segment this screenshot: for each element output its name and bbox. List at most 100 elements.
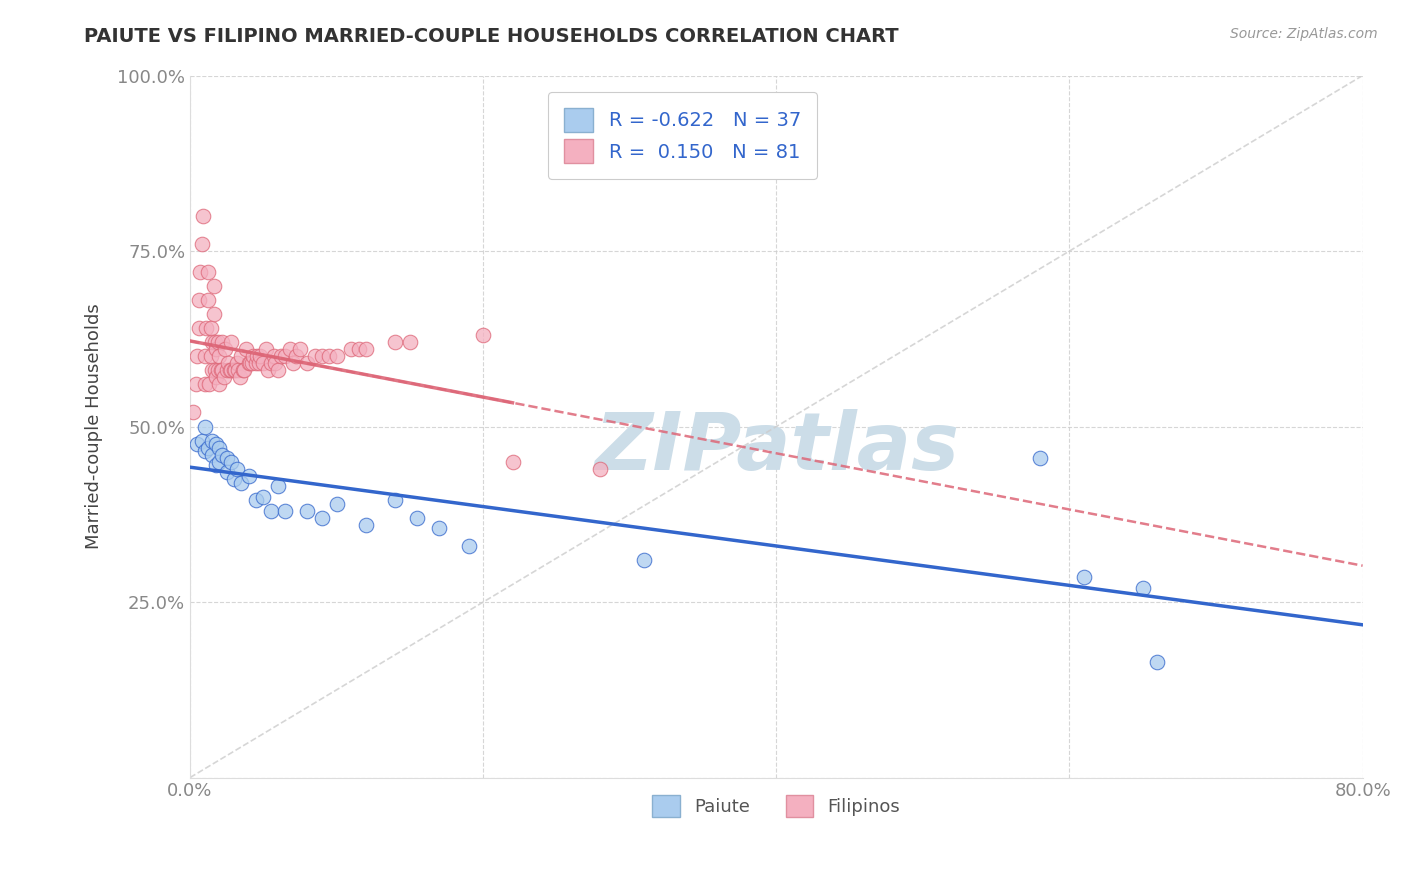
Point: [304, 349, 326, 363]
Point: [219, 455, 242, 469]
Point: [194, 444, 217, 458]
Point: [208, 455, 231, 469]
Point: [1132, 581, 1154, 595]
Point: [589, 461, 612, 475]
Point: [633, 553, 655, 567]
Point: [267, 479, 290, 493]
Point: [193, 209, 215, 223]
Point: [214, 343, 236, 357]
Point: [215, 363, 238, 377]
Point: [246, 349, 269, 363]
Point: [187, 293, 209, 308]
Point: [238, 356, 260, 370]
Point: [278, 343, 301, 357]
Point: [194, 419, 217, 434]
Point: [252, 356, 274, 370]
Point: [354, 343, 377, 357]
Point: [215, 451, 238, 466]
Point: [224, 363, 246, 377]
Point: [205, 343, 228, 357]
Point: [288, 343, 311, 357]
Point: [211, 363, 233, 377]
Point: [197, 265, 219, 279]
Point: [242, 349, 264, 363]
Point: [457, 539, 479, 553]
Point: [297, 504, 319, 518]
Point: [215, 465, 238, 479]
Point: [222, 472, 245, 486]
Point: [256, 363, 278, 377]
Point: [201, 363, 224, 377]
Point: [205, 437, 228, 451]
Point: [187, 321, 209, 335]
Point: [200, 349, 222, 363]
Point: [238, 468, 260, 483]
Point: [186, 349, 208, 363]
Point: [384, 335, 406, 350]
Point: [181, 405, 204, 419]
Point: [222, 363, 245, 377]
Point: [226, 461, 249, 475]
Point: [211, 448, 233, 462]
Point: [384, 493, 406, 508]
Text: Source: ZipAtlas.com: Source: ZipAtlas.com: [1230, 27, 1378, 41]
Point: [194, 377, 217, 392]
Point: [209, 363, 232, 377]
Point: [245, 356, 267, 370]
Point: [1073, 570, 1095, 584]
Point: [249, 349, 271, 363]
Point: [247, 356, 270, 370]
Point: [231, 475, 253, 490]
Point: [197, 293, 219, 308]
Point: [406, 510, 429, 524]
Point: [252, 490, 274, 504]
Legend: Paiute, Filipinos: Paiute, Filipinos: [645, 789, 907, 825]
Point: [399, 335, 422, 350]
Point: [284, 349, 307, 363]
Point: [245, 493, 267, 508]
Point: [208, 349, 231, 363]
Point: [208, 377, 231, 392]
Point: [212, 370, 235, 384]
Point: [1146, 655, 1168, 669]
Point: [208, 441, 231, 455]
Point: [427, 521, 450, 535]
Point: [201, 448, 224, 462]
Point: [311, 349, 333, 363]
Point: [202, 279, 225, 293]
Point: [239, 356, 262, 370]
Point: [260, 356, 283, 370]
Point: [318, 349, 340, 363]
Point: [200, 321, 222, 335]
Point: [217, 356, 239, 370]
Point: [188, 265, 211, 279]
Point: [263, 349, 285, 363]
Point: [198, 377, 221, 392]
Point: [274, 349, 297, 363]
Text: PAIUTE VS FILIPINO MARRIED-COUPLE HOUSEHOLDS CORRELATION CHART: PAIUTE VS FILIPINO MARRIED-COUPLE HOUSEH…: [84, 27, 898, 45]
Point: [354, 517, 377, 532]
Point: [297, 356, 319, 370]
Point: [267, 363, 290, 377]
Point: [264, 356, 287, 370]
Point: [235, 343, 257, 357]
Point: [204, 335, 226, 350]
Point: [232, 363, 254, 377]
Point: [502, 455, 524, 469]
Point: [197, 441, 219, 455]
Point: [219, 363, 242, 377]
Point: [207, 363, 229, 377]
Point: [201, 434, 224, 448]
Point: [231, 349, 253, 363]
Point: [325, 497, 347, 511]
Point: [202, 307, 225, 321]
Point: [205, 370, 228, 384]
Point: [281, 356, 304, 370]
Point: [184, 377, 207, 392]
Point: [186, 437, 208, 451]
Point: [233, 363, 256, 377]
Point: [229, 370, 252, 384]
Point: [191, 434, 214, 448]
Point: [311, 510, 333, 524]
Point: [1029, 451, 1052, 466]
